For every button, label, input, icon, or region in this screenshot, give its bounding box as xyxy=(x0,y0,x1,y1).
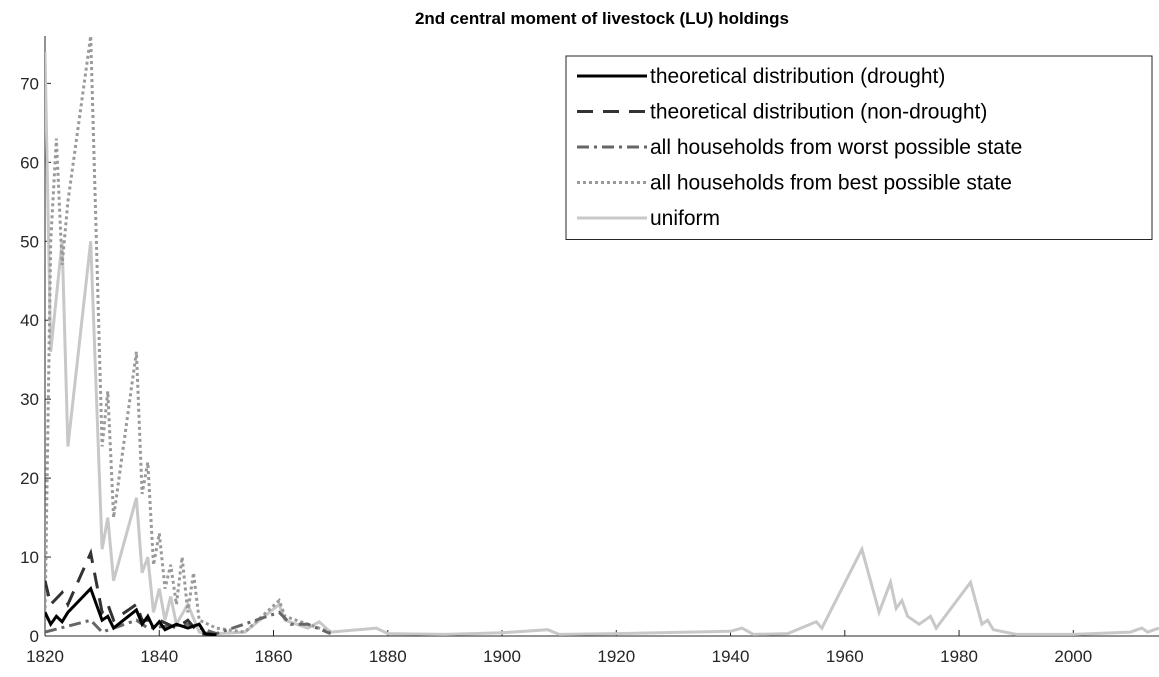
legend-label: uniform xyxy=(650,207,720,230)
y-tick-label: 70 xyxy=(20,74,39,93)
y-tick-label: 20 xyxy=(20,469,39,488)
series-line xyxy=(45,51,1159,636)
y-tick-label: 60 xyxy=(20,153,39,172)
x-tick-label: 1860 xyxy=(255,647,293,666)
x-tick-label: 2000 xyxy=(1054,647,1092,666)
y-tick-label: 10 xyxy=(20,548,39,567)
series-line xyxy=(45,36,332,634)
x-tick-label: 1960 xyxy=(826,647,864,666)
x-tick-label: 1900 xyxy=(483,647,521,666)
x-tick-label: 1920 xyxy=(597,647,635,666)
chart-title: 2nd central moment of livestock (LU) hol… xyxy=(415,9,789,28)
x-tick-label: 1880 xyxy=(369,647,407,666)
legend-box xyxy=(565,55,1153,240)
series-line xyxy=(45,548,217,636)
x-tick-label: 1820 xyxy=(26,647,64,666)
x-tick-label: 1980 xyxy=(940,647,978,666)
legend-label: theoretical distribution (drought) xyxy=(650,65,945,88)
y-tick-label: 40 xyxy=(20,311,39,330)
legend-label: all households from best possible state xyxy=(650,172,1012,195)
series-line xyxy=(45,585,217,636)
x-tick-label: 1840 xyxy=(140,647,178,666)
series-line xyxy=(45,610,332,636)
y-tick-label: 0 xyxy=(30,627,39,646)
legend-label: theoretical distribution (non-drought) xyxy=(650,101,987,124)
x-tick-label: 1940 xyxy=(712,647,750,666)
y-tick-label: 30 xyxy=(20,390,39,409)
legend-label: all households from worst possible state xyxy=(650,136,1022,159)
y-tick-label: 50 xyxy=(20,232,39,251)
